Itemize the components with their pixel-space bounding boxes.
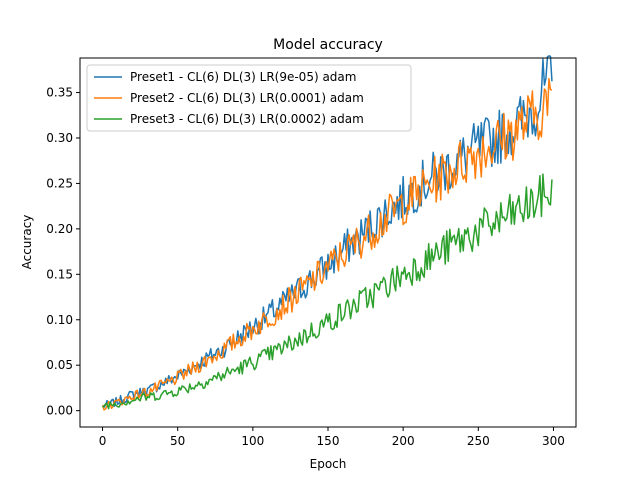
y-tick-label: 0.25 [46, 176, 73, 190]
x-axis-ticks: 0 50 100 150 200 250 300 [99, 427, 565, 448]
y-tick-label: 0.30 [46, 131, 73, 145]
y-tick-label: 0.10 [46, 313, 73, 327]
plot-lines [101, 55, 553, 411]
legend-label-1: Preset1 - CL(6) DL(3) LR(9e-05) adam [130, 70, 356, 84]
legend: Preset1 - CL(6) DL(3) LR(9e-05) adam Pres… [86, 64, 412, 132]
y-tick-label: 0.15 [46, 267, 73, 281]
x-axis-label: Epoch [310, 457, 347, 471]
legend-label-2: Preset2 - CL(6) DL(3) LR(0.0001) adam [130, 91, 364, 105]
x-tick-label: 100 [241, 434, 264, 448]
x-tick-label: 250 [467, 434, 490, 448]
x-tick-label: 0 [99, 434, 107, 448]
y-tick-label: 0.20 [46, 222, 73, 236]
x-tick-label: 50 [170, 434, 185, 448]
legend-label-3: Preset3 - CL(6) DL(3) LR(0.0002) adam [130, 112, 364, 126]
series-line-2 [101, 77, 553, 411]
legend-box [86, 64, 412, 132]
y-axis-label: Accuracy [20, 215, 34, 270]
x-tick-label: 300 [542, 434, 565, 448]
y-axis-ticks: 0.00 0.05 0.10 0.15 0.20 0.25 0.30 0.35 [46, 86, 80, 418]
x-tick-label: 150 [317, 434, 340, 448]
series-line-3 [102, 173, 553, 410]
y-tick-label: 0.00 [46, 404, 73, 418]
y-tick-label: 0.05 [46, 358, 73, 372]
x-tick-label: 200 [392, 434, 415, 448]
chart-title: Model accuracy [273, 37, 383, 53]
y-tick-label: 0.35 [46, 86, 73, 100]
